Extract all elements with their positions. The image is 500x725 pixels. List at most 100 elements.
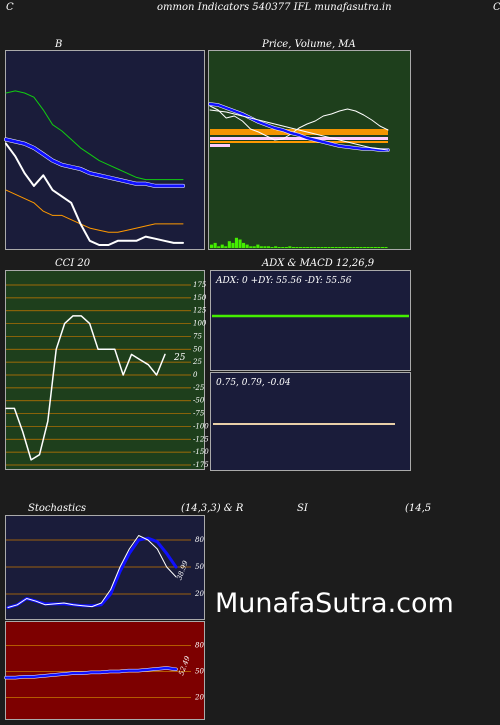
volume-bar — [377, 247, 381, 248]
header-left-letter: C — [6, 2, 14, 13]
volume-bar — [352, 247, 356, 248]
volume-bar — [331, 247, 335, 248]
volume-bar — [363, 247, 367, 248]
cci-last-label: 25 — [173, 353, 186, 363]
volume-bar — [274, 246, 278, 248]
volume-bar — [373, 247, 377, 248]
price-band-orange — [210, 129, 388, 135]
volume-bar — [348, 247, 352, 248]
macd-readout: 0.75, 0.79, -0.04 — [216, 378, 291, 388]
page-title: ommon Indicators 540377 IFL munafasutra.… — [157, 2, 392, 13]
volume-bar — [267, 246, 271, 248]
volume-bar — [256, 244, 260, 248]
volume-bar — [313, 247, 317, 248]
volume-bar — [316, 247, 320, 248]
adx-macd-title: ADX & MACD 12,26,9 — [262, 258, 375, 269]
bollinger-price-line — [5, 142, 184, 246]
volume-bar — [259, 246, 263, 248]
bollinger-lower-line — [5, 189, 184, 233]
header-right-letter: C — [493, 2, 500, 13]
volume-bar — [210, 244, 214, 248]
volume-bar — [302, 247, 306, 248]
volume-bar — [224, 246, 228, 248]
volume-bar — [288, 246, 292, 248]
volume-bar — [359, 247, 363, 248]
stochastics-title-d: (14,5 — [405, 503, 432, 514]
volume-bar — [284, 247, 288, 248]
volume-bar — [277, 247, 281, 248]
cci-tick-label: -125 — [193, 435, 209, 443]
stoch-d-line — [6, 536, 178, 609]
cci-tick-label: 50 — [193, 345, 202, 353]
volume-bar — [345, 247, 349, 248]
volume-bar — [291, 247, 295, 248]
volume-bar — [370, 247, 374, 248]
price-band-pink — [210, 137, 388, 140]
price-ma-title: Price, Volume, MA — [262, 39, 356, 50]
cci-tick-label: 100 — [193, 320, 207, 328]
stoch-tick-label: 50 — [195, 563, 204, 571]
volume-bar — [234, 237, 238, 248]
adx-readout: ADX: 0 +DY: 55.56 -DY: 55.56 — [216, 276, 352, 286]
cci-tick-label: 150 — [193, 294, 207, 302]
volume-bar — [227, 241, 231, 248]
volume-bar — [356, 247, 360, 248]
bollinger-title: B — [55, 39, 63, 50]
volume-bar — [281, 247, 285, 248]
volume-bar — [238, 239, 242, 248]
price-band-orange-thin — [210, 141, 388, 143]
volume-bar — [341, 247, 345, 248]
cci-tick-label: -75 — [193, 410, 205, 418]
cci-tick-label: 25 — [192, 358, 202, 366]
price-band-pink-short — [210, 144, 230, 147]
rsi-line — [4, 666, 178, 679]
rsi-last-label: 52.49 — [177, 654, 192, 676]
volume-bar — [320, 247, 324, 248]
rsi-tick-label: 20 — [194, 694, 204, 702]
volume-bar — [295, 247, 299, 248]
volume-bar — [242, 242, 246, 248]
bollinger-upper-line — [5, 90, 184, 181]
volume-bar — [338, 247, 342, 248]
volume-bar — [217, 246, 221, 248]
volume-bar — [270, 247, 274, 248]
cci-panel — [5, 270, 205, 470]
volume-bar — [213, 242, 217, 248]
volume-bar — [252, 246, 256, 248]
cci-line — [5, 315, 166, 461]
cci-tick-label: -175 — [193, 461, 209, 469]
volume-bar — [263, 246, 267, 248]
macd-panel — [210, 372, 411, 471]
price-ma-long-line — [209, 109, 389, 151]
cci-tick-label: 175 — [193, 281, 207, 289]
volume-bar — [323, 247, 327, 248]
cci-tick-label: -150 — [193, 448, 209, 456]
volume-bar — [299, 247, 303, 248]
stoch-last-label: 38.99 — [175, 559, 190, 581]
stochastics-title-a: Stochastics — [28, 503, 86, 514]
volume-bar — [384, 247, 388, 248]
cci-tick-label: 75 — [193, 332, 202, 340]
cci-tick-label: 125 — [193, 307, 207, 315]
rsi-tick-label: 50 — [195, 668, 204, 676]
cci-tick-label: -50 — [193, 397, 205, 405]
volume-bar — [327, 247, 331, 248]
volume-bar — [309, 247, 313, 248]
watermark: MunafaSutra.com — [215, 588, 454, 619]
stoch-tick-label: 20 — [194, 590, 204, 598]
volume-bar — [366, 247, 370, 248]
adx-panel — [210, 270, 411, 371]
stochastics-title-c: SI — [297, 503, 308, 514]
rsi-tick-label: 80 — [195, 641, 204, 649]
price-ma-short-line — [208, 102, 390, 152]
cci-tick-label: -100 — [193, 422, 209, 430]
cci-title: CCI 20 — [55, 258, 91, 269]
price-price-line — [209, 105, 389, 141]
cci-tick-label: -25 — [193, 384, 205, 392]
stoch-tick-label: 80 — [195, 536, 204, 544]
stoch-k-line — [7, 535, 177, 608]
volume-bar — [231, 242, 235, 248]
volume-bar — [334, 247, 338, 248]
volume-bar — [306, 247, 310, 248]
